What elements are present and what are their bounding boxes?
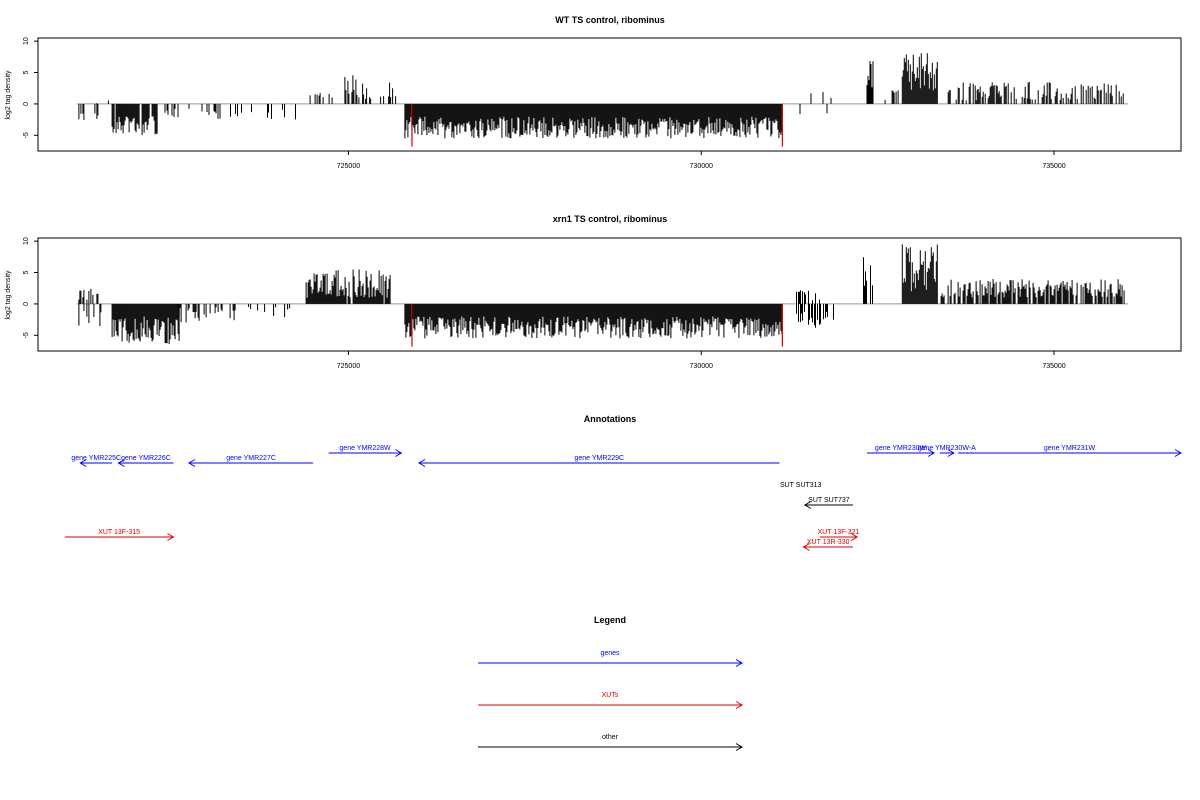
- annotations-title: Annotations: [584, 414, 637, 424]
- arrow-head-icon: [850, 533, 859, 541]
- signal-bars: [76, 244, 1129, 347]
- legend-label: XUTs: [602, 692, 619, 699]
- feature-label: SUT SUT313: [780, 482, 822, 489]
- feature-label: XUT 13F-315: [98, 529, 140, 536]
- y-tick-label: 5: [23, 70, 30, 74]
- feature-gene-ymr228w: gene YMR228W: [328, 445, 403, 457]
- feature-gene-ymr230w: gene YMR230W: [867, 445, 936, 457]
- feature-xut-13r-330: XUT 13R-330: [802, 539, 853, 551]
- x-tick-label: 730000: [690, 163, 713, 170]
- arrow-head-icon: [735, 743, 743, 751]
- x-tick-label: 735000: [1042, 163, 1065, 170]
- feature-sut-sut313: SUT SUT313: [780, 482, 822, 489]
- legend-items: genes XUTs other: [478, 650, 743, 751]
- x-tick-label: 735000: [1042, 363, 1065, 370]
- feature-xut-13f-315: XUT 13F-315: [64, 529, 175, 541]
- legend-item-other: other: [478, 734, 743, 751]
- y-axis-label: log2 tag density: [5, 270, 12, 320]
- arrow-head-icon: [803, 501, 812, 509]
- arrow-head-icon: [79, 459, 87, 467]
- feature-label: gene YMR225C: [71, 455, 121, 462]
- feature-gene-ymr226c: gene YMR226C: [117, 455, 174, 467]
- feature-gene-ymr230w-a: gene YMR230W-A: [918, 445, 976, 457]
- x-tick-label: 725000: [337, 163, 360, 170]
- y-tick-label: 10: [23, 237, 30, 245]
- feature-label: XUT 13R-330: [807, 539, 850, 546]
- feature-label: gene YMR228W: [339, 445, 391, 452]
- arrow-head-icon: [395, 449, 403, 457]
- arrow-head-icon: [947, 449, 955, 457]
- wt-signal-panel: WT TS control, ribominus log2 tag densit…: [5, 15, 1182, 170]
- arrow-head-icon: [187, 459, 196, 467]
- y-tick-label: 5: [23, 270, 30, 274]
- plot-frame: [37, 37, 1182, 152]
- xrn1-signal-panel: xrn1 TS control, ribominus log2 tag dens…: [5, 214, 1182, 370]
- y-tick-label: -5: [23, 132, 30, 138]
- arrow-head-icon: [117, 459, 125, 467]
- legend-item-xuts: XUTs: [478, 692, 743, 709]
- legend-item-genes: genes: [478, 650, 743, 667]
- arrow-head-icon: [802, 543, 810, 551]
- feature-label: gene YMR226C: [121, 455, 171, 462]
- legend-label: other: [602, 734, 619, 741]
- y-tick-label: -5: [23, 332, 30, 338]
- y-tick-label: 0: [23, 102, 30, 106]
- arrow-head-icon: [735, 659, 743, 667]
- legend-panel: Legend genes XUTs other: [478, 615, 743, 751]
- feature-label: gene YMR229C: [574, 455, 624, 462]
- panel-title: xrn1 TS control, ribominus: [553, 214, 668, 224]
- feature-label: gene YMR227C: [226, 455, 276, 462]
- legend-label: genes: [600, 650, 620, 657]
- axes: -5 0 5 10 725000 730000 735000: [23, 37, 1182, 170]
- feature-label: gene YMR231W: [1044, 445, 1096, 452]
- x-tick-label: 725000: [337, 363, 360, 370]
- y-axis-label: log2 tag density: [5, 70, 12, 120]
- feature-gene-ymr229c: gene YMR229C: [418, 455, 780, 467]
- annotations-panel: Annotations gene YMR225C gene YMR226C gene…: [64, 414, 1182, 551]
- y-tick-label: 10: [23, 37, 30, 45]
- feature-label: gene YMR230W-A: [918, 445, 976, 452]
- feature-gene-ymr227c: gene YMR227C: [187, 455, 314, 467]
- feature-xut-13f-321: XUT 13F-321: [818, 529, 860, 541]
- arrow-head-icon: [927, 449, 936, 457]
- axes: -5 0 5 10 725000 730000 735000: [23, 237, 1182, 370]
- signal-bars: [76, 53, 1129, 147]
- plot-frame: [37, 237, 1182, 352]
- arrow-head-icon: [167, 533, 175, 541]
- feature-sut-sut737: SUT SUT737: [803, 497, 853, 509]
- x-tick-label: 730000: [690, 363, 713, 370]
- arrow-head-icon: [1174, 449, 1182, 457]
- legend-title: Legend: [594, 615, 626, 625]
- arrow-head-icon: [418, 459, 426, 467]
- panel-title: WT TS control, ribominus: [555, 15, 665, 25]
- y-tick-label: 0: [23, 302, 30, 306]
- feature-label: XUT 13F-321: [818, 529, 860, 536]
- feature-gene-ymr225c: gene YMR225C: [71, 455, 121, 467]
- arrow-head-icon: [735, 701, 743, 709]
- feature-label: SUT SUT737: [808, 497, 850, 504]
- feature-label: gene YMR230W: [875, 445, 927, 452]
- feature-gene-ymr231w: gene YMR231W: [958, 445, 1182, 457]
- feature-tracks: gene YMR225C gene YMR226C gene YMR227C gene…: [64, 445, 1182, 551]
